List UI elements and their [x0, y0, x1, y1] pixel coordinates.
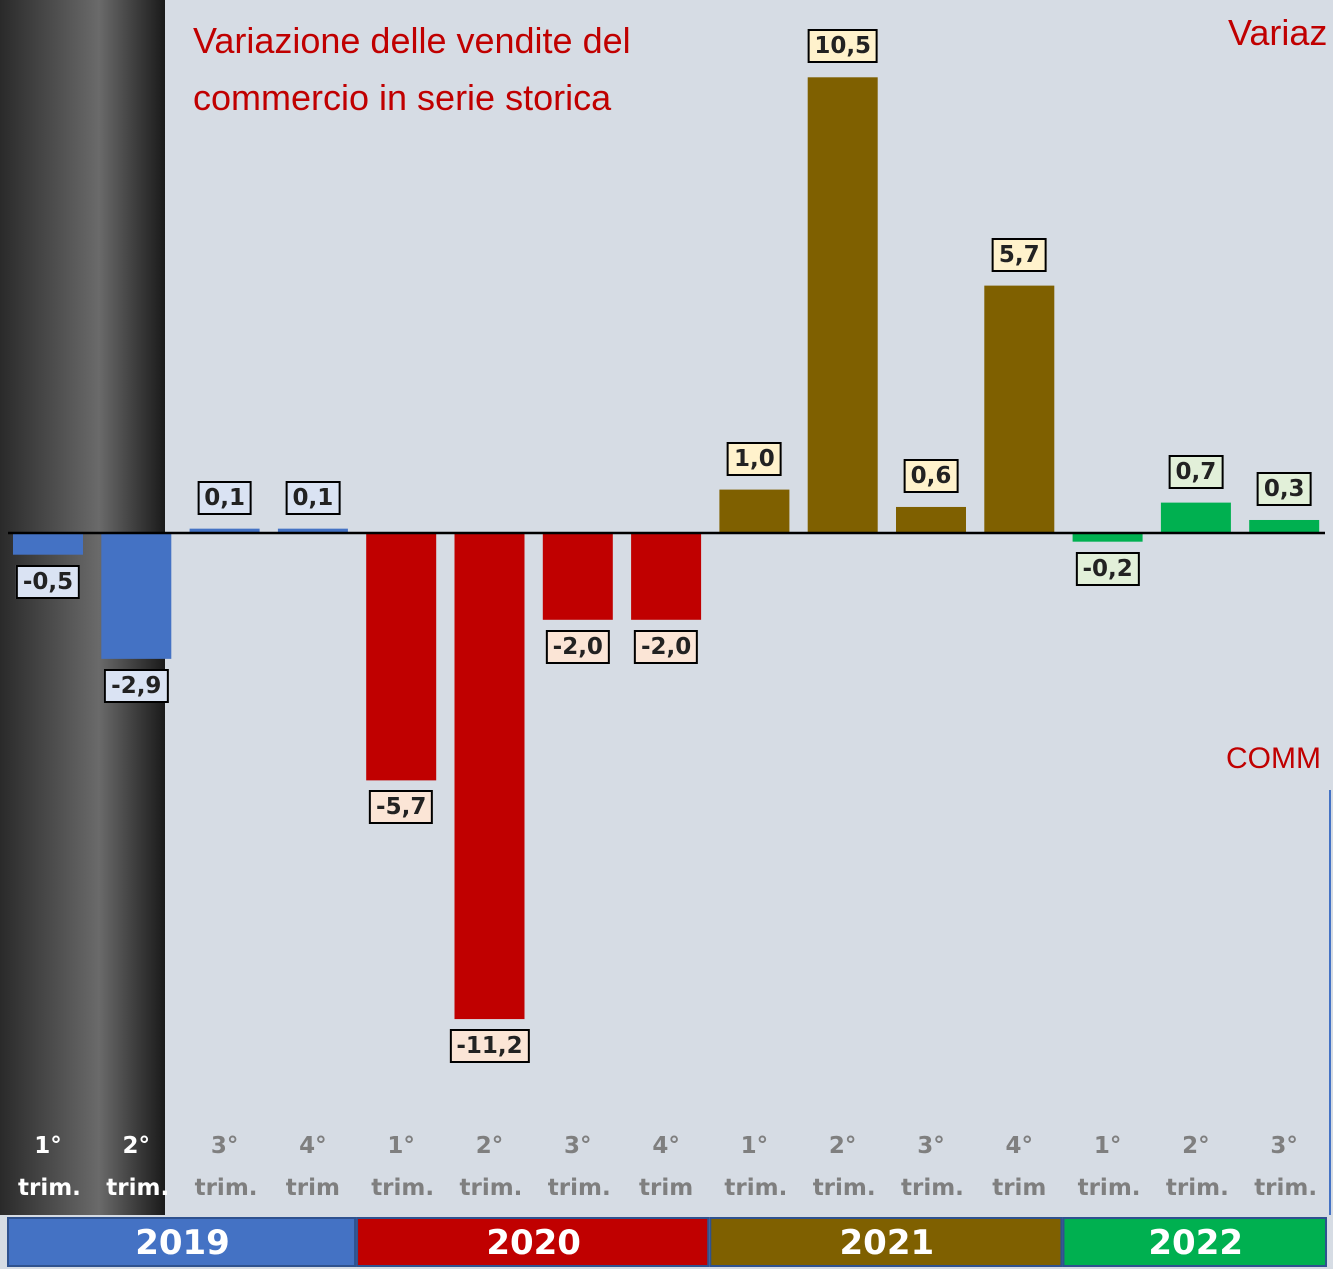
- data-label: -2,0: [633, 629, 699, 664]
- bar: [277, 528, 348, 533]
- data-label: 0,1: [285, 480, 341, 515]
- chart-title: Variazione delle vendite del commercio i…: [193, 20, 631, 118]
- x-tick-label: 2° trim.: [459, 1133, 523, 1201]
- x-tick-label: 4° trim: [992, 1133, 1047, 1201]
- bar: [896, 506, 966, 533]
- x-tick-label: 3° trim.: [547, 1133, 611, 1201]
- bar: [1160, 502, 1231, 533]
- x-tick-label: 3° trim.: [1254, 1133, 1318, 1201]
- bar: [631, 533, 702, 620]
- year-band: [709, 1217, 1063, 1267]
- data-label: 0,3: [1256, 471, 1312, 506]
- data-label: 0,7: [1168, 454, 1224, 489]
- data-label: -11,2: [449, 1029, 530, 1064]
- bar: [1249, 519, 1320, 533]
- year-band: [1062, 1217, 1327, 1267]
- data-label: -0,2: [1075, 551, 1140, 586]
- data-label: -2,0: [545, 629, 610, 664]
- legend-label: 2022: [1148, 1223, 1244, 1263]
- bar: [101, 533, 172, 659]
- x-tick-label: 1° trim.: [1077, 1133, 1141, 1201]
- x-tick-label: 1° trim.: [18, 1133, 81, 1201]
- bar: [984, 285, 1055, 533]
- bar: [807, 77, 878, 534]
- x-tick-label: 1° trim.: [371, 1133, 435, 1201]
- bar: [189, 528, 260, 533]
- data-label: 1,0: [727, 441, 782, 476]
- data-label: -5,7: [369, 790, 434, 825]
- data-label: 5,7: [991, 237, 1047, 272]
- year-band: [356, 1217, 710, 1267]
- annotation: COMM: [1226, 742, 1321, 775]
- bar: [366, 533, 437, 781]
- year-band: [7, 1217, 357, 1267]
- x-tick-label: 2° trim.: [106, 1133, 170, 1201]
- data-label: 0,1: [197, 480, 252, 515]
- data-label: -0,5: [15, 564, 81, 599]
- bar: [454, 533, 525, 1020]
- x-tick-label: 3° trim.: [194, 1133, 258, 1201]
- bar: [13, 533, 83, 555]
- legend-label: 2020: [486, 1223, 581, 1263]
- x-tick-label: 4° trim: [285, 1133, 340, 1201]
- data-label: -2,9: [104, 668, 169, 703]
- bar: [1072, 533, 1143, 542]
- legend-label: 2019: [135, 1223, 230, 1263]
- annotation: Variaz: [1228, 12, 1328, 53]
- bar: [719, 489, 790, 533]
- x-tick-label: 2° trim.: [812, 1133, 876, 1201]
- bar: [542, 533, 613, 620]
- x-tick-label: 3° trim.: [901, 1133, 964, 1201]
- x-tick-label: 1° trim.: [724, 1133, 788, 1201]
- x-tick-label: 4° trim: [639, 1133, 694, 1201]
- data-label: 10,5: [807, 29, 879, 64]
- legend-label: 2021: [839, 1223, 935, 1263]
- x-tick-label: 2° trim.: [1165, 1133, 1229, 1201]
- data-label: 0,6: [903, 458, 959, 493]
